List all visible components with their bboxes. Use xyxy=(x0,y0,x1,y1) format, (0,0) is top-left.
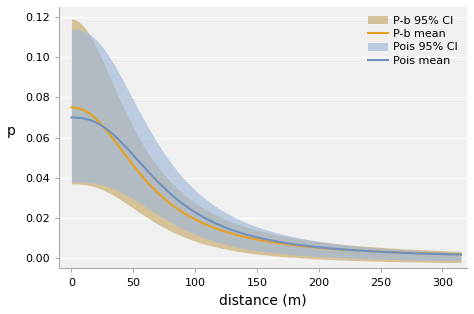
Y-axis label: p: p xyxy=(7,124,16,138)
Legend: P-b 95% CI, P-b mean, Pois 95% CI, Pois mean: P-b 95% CI, P-b mean, Pois 95% CI, Pois … xyxy=(365,13,462,69)
X-axis label: distance (m): distance (m) xyxy=(219,293,307,307)
